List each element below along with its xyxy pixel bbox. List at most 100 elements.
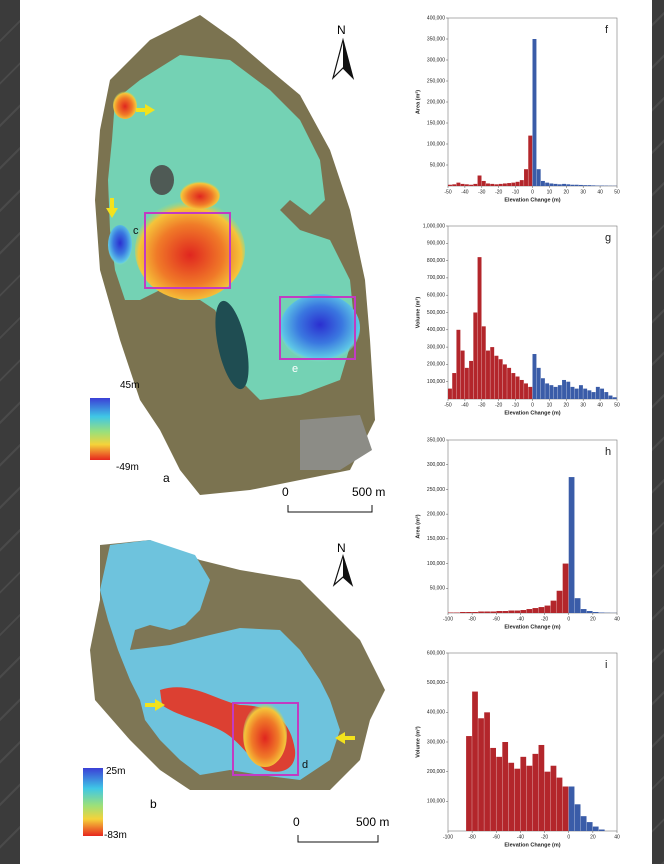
x-axis-label: Elevation Change (m) — [504, 410, 560, 416]
x-tick-label: -100 — [443, 616, 453, 622]
histogram-bar — [524, 383, 528, 399]
histogram-bar — [578, 184, 583, 186]
histogram-bar — [587, 185, 592, 186]
histogram-bar — [448, 184, 452, 186]
arrow — [145, 699, 165, 711]
x-tick-label: -20 — [541, 616, 548, 622]
histogram-bar — [557, 184, 562, 186]
histogram-bar — [528, 386, 533, 399]
histogram-bar — [574, 184, 579, 186]
histogram-bar — [549, 183, 554, 186]
y-tick-label: 200,000 — [427, 99, 445, 105]
north-label: N — [337, 23, 346, 37]
histogram-bar — [477, 257, 482, 399]
histogram-bar — [595, 386, 600, 399]
histogram-bar — [532, 608, 539, 613]
histogram-bar — [556, 777, 563, 831]
histogram-bar — [520, 756, 527, 831]
histogram-bar — [464, 367, 469, 399]
y-tick-label: 250,000 — [427, 487, 445, 493]
x-tick-label: -80 — [469, 616, 476, 622]
histogram-bar — [496, 756, 503, 831]
histogram-bar — [515, 181, 520, 186]
x-tick-label: 40 — [597, 402, 603, 408]
histogram-bar — [540, 180, 545, 186]
x-tick-label: 20 — [564, 189, 570, 195]
y-tick-label: 1,000,000 — [423, 223, 445, 229]
x-tick-label: 30 — [580, 402, 586, 408]
map-b: d 25m -83m b N 0 500 m — [83, 540, 389, 843]
histogram-bar — [498, 359, 503, 399]
x-tick-label: -50 — [444, 189, 451, 195]
histogram-bar — [473, 312, 478, 399]
y-tick-label: 100,000 — [427, 141, 445, 147]
y-tick-label: 500,000 — [427, 680, 445, 686]
panel-label: h — [605, 446, 611, 458]
y-tick-label: 350,000 — [427, 36, 445, 42]
histogram-bar — [592, 826, 599, 831]
y-tick-label: 300,000 — [427, 739, 445, 745]
histogram-bar — [469, 360, 474, 399]
histogram-bar — [566, 381, 571, 399]
histogram-bar — [456, 329, 461, 399]
histogram-bar — [490, 347, 495, 399]
histogram-bar — [562, 563, 569, 613]
histogram-bar — [562, 379, 566, 399]
y-tick-label: 50,000 — [430, 162, 446, 168]
x-tick-label: -30 — [478, 402, 485, 408]
colorbar — [90, 398, 110, 460]
histogram-bar — [502, 364, 507, 399]
x-tick-label: -40 — [461, 189, 468, 195]
histogram-bar — [580, 816, 587, 831]
y-tick-label: 150,000 — [427, 536, 445, 542]
histogram-bar — [532, 753, 539, 831]
histogram-bar — [508, 610, 515, 613]
histogram-bar — [526, 609, 533, 613]
histogram-bar — [472, 691, 478, 831]
histogram-bar — [586, 611, 593, 613]
histogram-bar — [574, 598, 581, 613]
histogram-bar — [540, 378, 545, 399]
y-tick-label: 700,000 — [427, 275, 445, 281]
histogram-bar — [514, 768, 521, 831]
x-axis-label: Elevation Change (m) — [504, 197, 560, 203]
histogram-bar — [536, 367, 541, 399]
histogram-bar — [478, 611, 484, 613]
histogram-bar — [481, 326, 486, 399]
colorbar-min: -49m — [116, 462, 139, 473]
histogram-bar — [490, 183, 495, 186]
cut-area — [243, 703, 287, 767]
histogram-bar — [452, 373, 457, 399]
imagery-town — [300, 415, 372, 470]
cut-area — [135, 200, 245, 300]
y-tick-label: 900,000 — [427, 241, 445, 247]
y-tick-label: 300,000 — [427, 462, 445, 468]
histogram-bar — [484, 611, 490, 613]
histogram-bar — [514, 610, 521, 613]
zoom-box — [232, 702, 299, 776]
histogram-bar — [526, 765, 533, 831]
y-axis-label: Area (m²) — [414, 514, 421, 538]
y-tick-label: 300,000 — [427, 57, 445, 63]
histogram-bar — [562, 183, 566, 186]
panel-label: f — [605, 24, 609, 36]
x-tick-label: 50 — [614, 402, 620, 408]
histogram-bar — [524, 169, 528, 186]
histogram-bar — [477, 175, 482, 186]
x-tick-label: -40 — [461, 402, 468, 408]
y-tick-label: 350,000 — [427, 437, 445, 443]
map-a: c e 45m -49m a N 0 500 m — [90, 15, 385, 513]
histogram-bar — [511, 373, 516, 399]
histogram-bar — [486, 183, 490, 186]
x-tick-label: 20 — [590, 616, 596, 622]
histogram-bar — [545, 383, 550, 399]
histogram-bar — [587, 390, 592, 399]
histogram-bar — [574, 804, 581, 831]
x-tick-label: 20 — [590, 834, 596, 840]
y-tick-label: 600,000 — [427, 650, 445, 656]
lake — [150, 165, 174, 195]
histogram-bar — [570, 184, 575, 186]
y-tick-label: 150,000 — [427, 120, 445, 126]
histogram-bar — [553, 386, 558, 399]
histogram-bar — [536, 169, 541, 186]
